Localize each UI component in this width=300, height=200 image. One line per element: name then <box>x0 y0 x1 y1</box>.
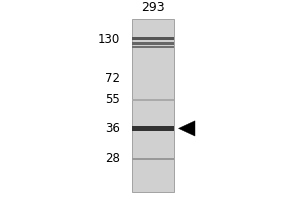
Text: 28: 28 <box>105 152 120 165</box>
Text: 72: 72 <box>105 72 120 85</box>
Bar <box>132 46 174 48</box>
Bar <box>132 99 174 101</box>
Text: 55: 55 <box>105 93 120 106</box>
Bar <box>132 37 174 40</box>
Text: 293: 293 <box>141 1 165 14</box>
Polygon shape <box>178 121 195 136</box>
Bar <box>132 42 174 45</box>
Text: 36: 36 <box>105 122 120 135</box>
Bar <box>132 158 174 160</box>
Bar <box>132 19 174 192</box>
Text: 130: 130 <box>98 33 120 46</box>
Bar <box>132 126 174 131</box>
